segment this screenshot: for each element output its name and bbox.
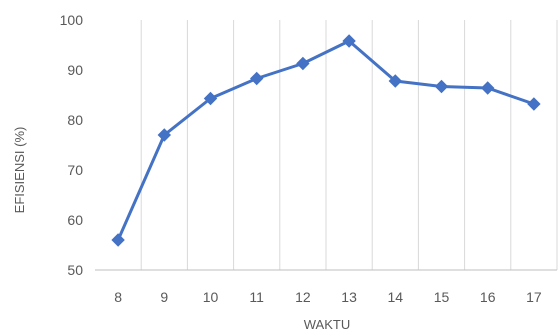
x-tick-label: 10 bbox=[203, 289, 219, 305]
x-axis-title: WAKTU bbox=[304, 317, 350, 332]
y-axis-title: EFISIENSI (%) bbox=[12, 127, 27, 214]
data-point-marker bbox=[157, 128, 172, 142]
vertical-gridlines bbox=[140, 20, 558, 270]
y-tick-label: 90 bbox=[67, 62, 83, 78]
data-point-marker bbox=[388, 74, 403, 88]
series-markers bbox=[111, 34, 541, 247]
data-point-marker bbox=[111, 233, 125, 247]
y-tick-label: 100 bbox=[60, 12, 84, 28]
series-line bbox=[116, 39, 535, 241]
y-tick-labels: 50 60 70 80 90 100 bbox=[60, 12, 84, 278]
x-tick-label: 17 bbox=[526, 289, 542, 305]
x-tick-label: 16 bbox=[480, 289, 496, 305]
y-tick-label: 80 bbox=[67, 112, 83, 128]
x-tick-label: 9 bbox=[160, 289, 168, 305]
data-point-marker bbox=[249, 71, 264, 86]
data-point-marker bbox=[203, 91, 218, 106]
y-tick-label: 60 bbox=[67, 212, 83, 228]
x-tick-labels: 8 9 10 11 12 13 14 15 16 17 bbox=[114, 289, 542, 305]
x-tick-label: 11 bbox=[249, 289, 264, 305]
x-tick-label: 14 bbox=[388, 289, 404, 305]
data-point-marker bbox=[434, 79, 449, 94]
y-tick-label: 70 bbox=[67, 162, 83, 178]
data-point-marker bbox=[342, 34, 356, 48]
x-tick-label: 13 bbox=[341, 289, 357, 305]
x-tick-label: 15 bbox=[434, 289, 450, 305]
x-tick-label: 12 bbox=[295, 289, 311, 305]
data-point-marker bbox=[296, 56, 310, 71]
y-tick-label: 50 bbox=[67, 262, 83, 278]
data-point-marker bbox=[480, 81, 495, 95]
data-point-marker bbox=[527, 97, 541, 111]
x-tick-label: 8 bbox=[114, 289, 122, 305]
